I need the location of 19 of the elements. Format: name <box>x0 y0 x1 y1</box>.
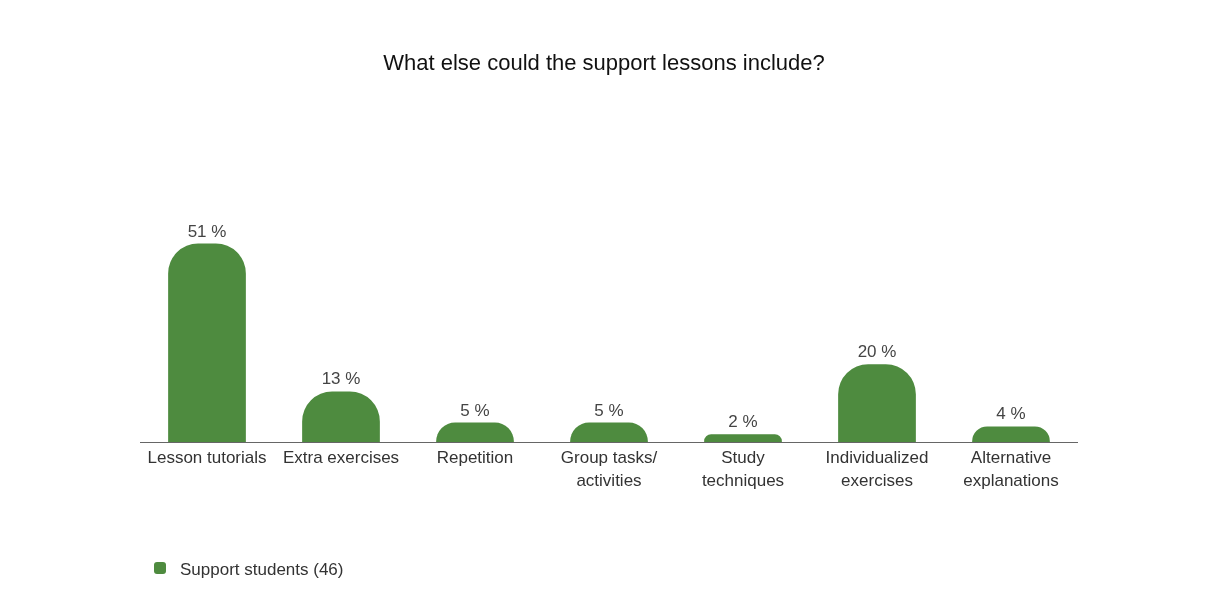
data-label: 5 % <box>460 400 490 420</box>
data-label: 2 % <box>728 412 758 432</box>
x-tick-label: Study techniques <box>701 448 785 490</box>
data-label: 5 % <box>594 400 624 420</box>
data-label: 20 % <box>857 342 897 362</box>
data-label: 4 % <box>996 404 1026 424</box>
chart-title: What else could the support lessons include? <box>383 49 825 75</box>
x-tick-label: Extra exercises <box>282 448 400 468</box>
bar <box>704 434 782 442</box>
legend-label: Support students (46) <box>180 559 344 579</box>
bar <box>168 243 246 442</box>
x-tick-label: Group tasks/ activities <box>560 448 658 490</box>
x-tick-label: Repetition <box>436 448 514 468</box>
x-tick-label: Lesson tutorials <box>147 448 267 468</box>
bar <box>838 364 916 442</box>
data-label: 51 % <box>187 221 227 241</box>
data-label: 13 % <box>321 369 361 389</box>
x-tick-label: Individualized exercises <box>825 448 929 490</box>
x-tick-label: Alternative explanations <box>963 448 1059 490</box>
